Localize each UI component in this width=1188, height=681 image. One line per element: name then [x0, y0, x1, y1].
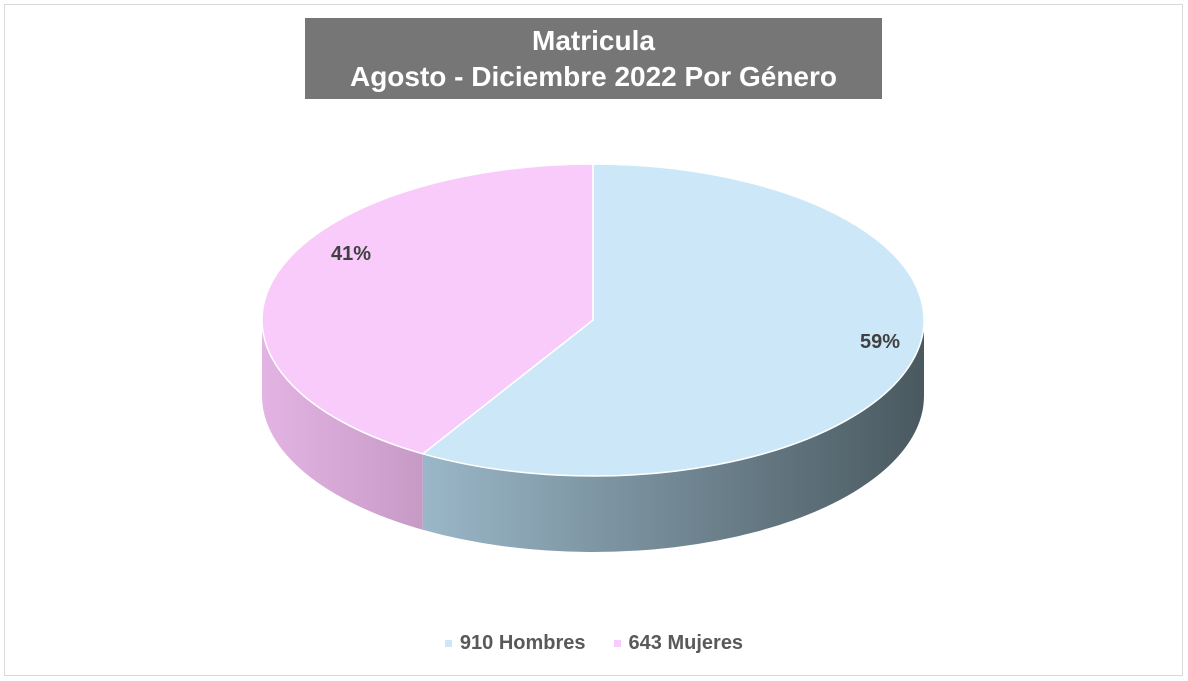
- legend-item-hombres: 910 Hombres: [444, 631, 586, 655]
- pie-slice-mujeres: [261, 163, 594, 455]
- data-label-mujeres: 41%: [331, 243, 371, 265]
- chart-title-line2: Agosto - Diciembre 2022 Por Género: [349, 60, 838, 92]
- chart-legend: 910 Hombres 643 Mujeres: [0, 630, 1188, 656]
- pie-side-mujeres: [262, 320, 423, 530]
- legend-swatch-mujeres: [613, 639, 621, 647]
- data-label-hombres: 59%: [860, 331, 900, 353]
- chart-title-line1: Matricula: [532, 24, 655, 56]
- legend-label-mujeres: 643 Mujeres: [628, 631, 744, 654]
- pie-side-hombres: [422, 320, 924, 552]
- legend-swatch-hombres: [444, 639, 452, 647]
- chart-title: Matricula Agosto - Diciembre 2022 Por Gé…: [305, 18, 882, 99]
- legend-item-mujeres: 643 Mujeres: [613, 631, 744, 655]
- pie-slice-hombres: [421, 163, 925, 477]
- legend-label-hombres: 910 Hombres: [459, 631, 586, 654]
